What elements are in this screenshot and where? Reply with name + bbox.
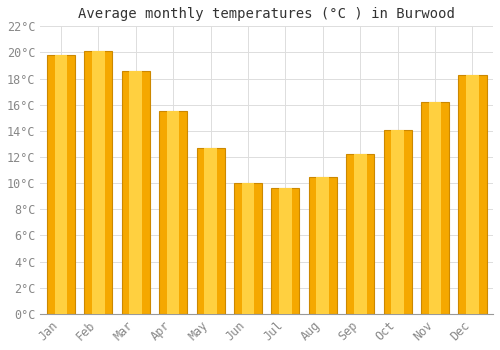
Bar bbox=[196, 148, 224, 314]
Bar bbox=[384, 130, 411, 314]
Bar bbox=[421, 102, 449, 314]
Bar bbox=[204, 148, 217, 314]
Bar bbox=[234, 183, 262, 314]
Bar bbox=[354, 154, 366, 314]
Bar bbox=[466, 75, 479, 314]
Bar bbox=[272, 188, 299, 314]
Bar bbox=[92, 51, 104, 314]
Bar bbox=[279, 188, 291, 314]
Bar bbox=[309, 177, 337, 314]
Bar bbox=[84, 51, 112, 314]
Bar bbox=[346, 154, 374, 314]
Bar bbox=[130, 71, 142, 314]
Bar bbox=[242, 183, 254, 314]
Bar bbox=[159, 111, 187, 314]
Title: Average monthly temperatures (°C ) in Burwood: Average monthly temperatures (°C ) in Bu… bbox=[78, 7, 455, 21]
Bar bbox=[122, 71, 150, 314]
Bar bbox=[167, 111, 179, 314]
Bar bbox=[54, 55, 67, 314]
Bar bbox=[428, 102, 442, 314]
Bar bbox=[458, 75, 486, 314]
Bar bbox=[47, 55, 75, 314]
Bar bbox=[392, 130, 404, 314]
Bar bbox=[316, 177, 329, 314]
